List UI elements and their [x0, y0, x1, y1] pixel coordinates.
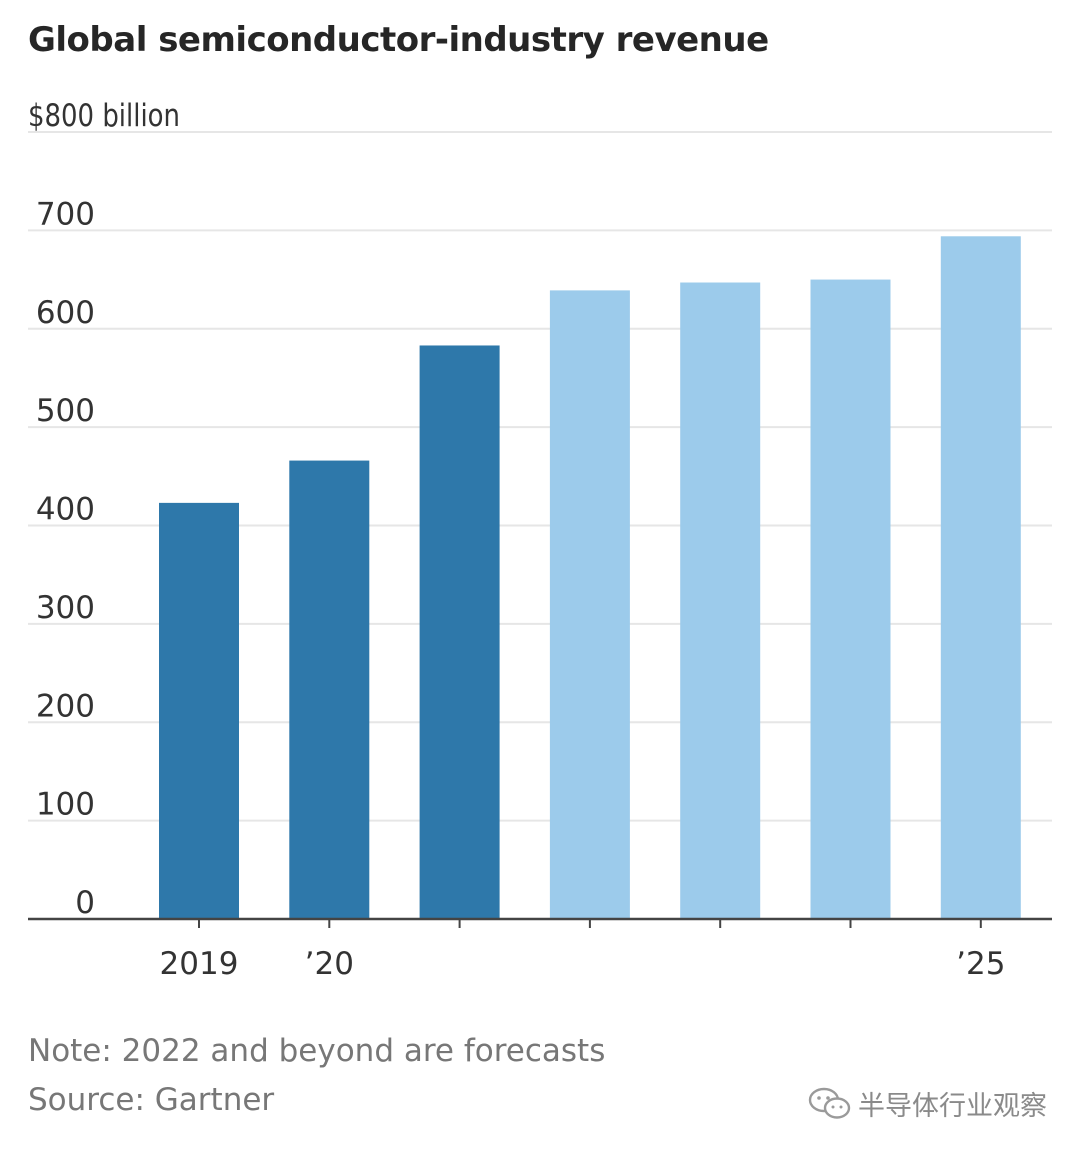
y-tick-label-300: 300 [36, 590, 95, 626]
y-tick-label-600: 600 [36, 295, 95, 331]
bar-2020 [289, 460, 370, 919]
bar-2022 [549, 290, 630, 919]
source-note: Source: Gartner [28, 1082, 275, 1118]
y-unit-label: $800 billion [28, 98, 180, 134]
x-axis: 2019 ’20 ’25 [28, 917, 1052, 982]
chart-title: Global semiconductor-industry revenue [28, 20, 769, 60]
forecast-note: Note: 2022 and beyond are forecasts [28, 1033, 606, 1069]
bars [159, 236, 1021, 920]
bar-2025 [940, 236, 1021, 920]
y-tick-label-100: 100 [36, 787, 95, 823]
y-tick-label-700: 700 [36, 196, 95, 232]
bar-2021 [419, 345, 500, 919]
watermark: 半导体行业观察 [808, 1084, 1047, 1123]
bar-2024 [810, 279, 891, 919]
bar-2023 [680, 282, 761, 919]
bar-chart: $800 billion 0 100 200 300 400 500 600 700 2019 ’… [28, 98, 1052, 982]
x-tick-label-2025: ’25 [956, 946, 1005, 982]
bar-2019 [159, 502, 239, 919]
y-tick-label-400: 400 [36, 492, 95, 528]
y-tick-label-0: 0 [75, 885, 95, 921]
x-tick-label-2019: 2019 [160, 946, 239, 982]
y-tick-label-500: 500 [36, 393, 95, 429]
watermark-text: 半导体行业观察 [858, 1091, 1047, 1122]
x-tick-label-2020: ’20 [305, 946, 354, 982]
wechat-icon [808, 1087, 851, 1119]
y-axis-labels: $800 billion 0 100 200 300 400 500 600 700 [28, 98, 180, 921]
y-tick-label-200: 200 [36, 688, 95, 724]
